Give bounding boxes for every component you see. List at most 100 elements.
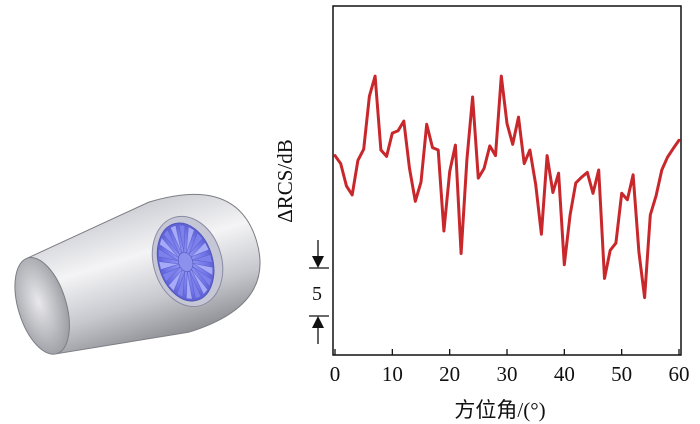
scale-bar-up-arrow xyxy=(312,316,324,328)
fan-blade xyxy=(162,267,181,282)
fan-blade xyxy=(189,270,202,300)
data-point xyxy=(620,192,623,195)
data-point xyxy=(654,194,658,197)
x-tick-label-10: 10 xyxy=(382,362,403,386)
data-point xyxy=(534,183,537,186)
data-point xyxy=(631,173,635,176)
data-point xyxy=(391,131,394,135)
data-point xyxy=(396,129,400,132)
fan-blade xyxy=(186,271,193,300)
data-point xyxy=(597,168,600,172)
data-point xyxy=(471,95,474,99)
data-point xyxy=(591,192,595,195)
data-point xyxy=(626,198,629,201)
series-points xyxy=(333,74,681,299)
data-point xyxy=(511,143,514,146)
data-point xyxy=(649,213,652,217)
data-point xyxy=(333,154,337,157)
fan-blade xyxy=(168,269,183,292)
data-point xyxy=(586,171,589,174)
fan-blade xyxy=(178,224,186,253)
data-point xyxy=(494,154,497,157)
data-point xyxy=(666,156,669,159)
data-point xyxy=(459,252,463,255)
fan-blade xyxy=(176,271,186,298)
data-point xyxy=(448,170,451,173)
data-point xyxy=(431,146,434,149)
data-point xyxy=(477,176,480,180)
data-point xyxy=(368,95,371,98)
data-point xyxy=(500,74,503,78)
data-point xyxy=(442,229,446,233)
data-point xyxy=(677,139,681,142)
data-point xyxy=(609,249,612,252)
data-point xyxy=(528,148,532,152)
data-point xyxy=(643,296,646,299)
fan-blade xyxy=(163,229,180,255)
data-point xyxy=(402,119,405,123)
fan-blade xyxy=(159,237,179,258)
data-point xyxy=(563,263,566,266)
plot-frame xyxy=(332,5,682,356)
nacelle-model-illustration xyxy=(14,193,261,355)
data-point xyxy=(373,74,377,78)
nacelle-inlet xyxy=(14,257,70,355)
data-point xyxy=(414,200,417,203)
data-point xyxy=(356,159,360,162)
data-point xyxy=(425,123,428,126)
fan-blade xyxy=(192,266,213,287)
data-point xyxy=(540,233,543,236)
fan-blades xyxy=(158,224,213,300)
data-point xyxy=(345,184,348,188)
y-axis-label: ΔRCS/dB xyxy=(273,139,297,223)
fan-blade xyxy=(192,254,213,263)
data-point xyxy=(454,143,457,147)
data-point xyxy=(614,241,618,245)
x-tick-label-60: 60 xyxy=(669,362,690,386)
data-point xyxy=(351,193,354,197)
x-tick-label-40: 40 xyxy=(554,362,575,386)
data-point xyxy=(660,168,663,172)
scale-bar: 5 xyxy=(309,240,329,344)
x-tick-label-0: 0 xyxy=(330,362,341,386)
data-point xyxy=(557,172,560,175)
fan-blade xyxy=(158,261,179,270)
data-point xyxy=(437,148,440,152)
data-point xyxy=(551,191,555,194)
data-point xyxy=(505,122,509,125)
fan-blade xyxy=(191,269,208,295)
data-point xyxy=(545,154,549,157)
fan-blade xyxy=(170,225,182,254)
series-line xyxy=(333,74,681,300)
data-point xyxy=(672,147,675,150)
scale-bar-down-arrow xyxy=(312,256,324,268)
fan-hub xyxy=(178,251,194,273)
data-point xyxy=(362,148,365,151)
x-axis-tick-labels: 0 10 20 30 40 50 60 xyxy=(330,362,690,386)
fan-blade xyxy=(188,232,203,255)
data-point xyxy=(574,181,577,185)
data-point xyxy=(580,176,583,179)
fan-blade xyxy=(186,226,195,253)
x-tick-label-30: 30 xyxy=(497,362,518,386)
data-point xyxy=(339,162,342,165)
x-tick-label-50: 50 xyxy=(611,362,632,386)
data-point xyxy=(523,162,526,165)
x-axis-ticks xyxy=(334,349,680,355)
data-point xyxy=(488,144,491,148)
data-point xyxy=(379,148,383,152)
data-point xyxy=(385,155,388,158)
data-point xyxy=(419,180,423,184)
fan-blade xyxy=(190,242,210,258)
data-point xyxy=(637,250,641,254)
x-tick-label-20: 20 xyxy=(439,362,460,386)
x-axis-label: 方位角/(°) xyxy=(454,398,545,422)
scale-bar-label: 5 xyxy=(312,283,322,305)
data-point xyxy=(482,167,486,170)
rcs-chart: 0 10 20 30 40 50 60 方位角/(°) ΔRCS/dB 5 xyxy=(273,5,690,422)
fan-blade xyxy=(158,248,179,261)
data-point xyxy=(465,158,469,161)
fan-blade xyxy=(192,263,213,276)
data-point xyxy=(408,167,411,170)
